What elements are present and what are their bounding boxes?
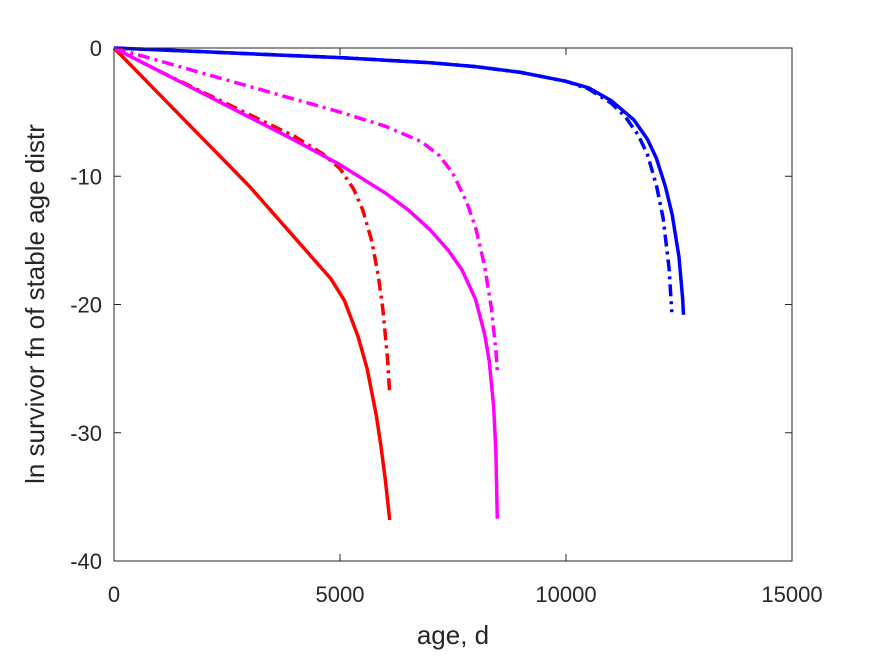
x-tick-label: 5000: [316, 582, 365, 607]
y-tick-label: 0: [90, 36, 102, 61]
series-line-1: [113, 46, 674, 313]
series-line-2: [112, 46, 392, 521]
y-tick-label: -10: [70, 164, 102, 189]
plot-lines: [112, 46, 686, 521]
x-axis-label: age, d: [417, 620, 489, 650]
ticks: 0 5000 10000 15000 0 -10 -20 -30 -40: [70, 36, 822, 607]
x-tick-label: 15000: [761, 582, 822, 607]
series-line-4: [113, 46, 500, 519]
y-tick-label: -20: [70, 293, 102, 318]
series-line-5: [113, 46, 500, 372]
y-axis-label: ln survivor fn of stable age distr: [20, 124, 50, 484]
y-tick-label: -40: [70, 549, 102, 574]
x-tick-label: 0: [108, 582, 120, 607]
x-tick-label: 10000: [535, 582, 596, 607]
y-tick-label: -30: [70, 421, 102, 446]
